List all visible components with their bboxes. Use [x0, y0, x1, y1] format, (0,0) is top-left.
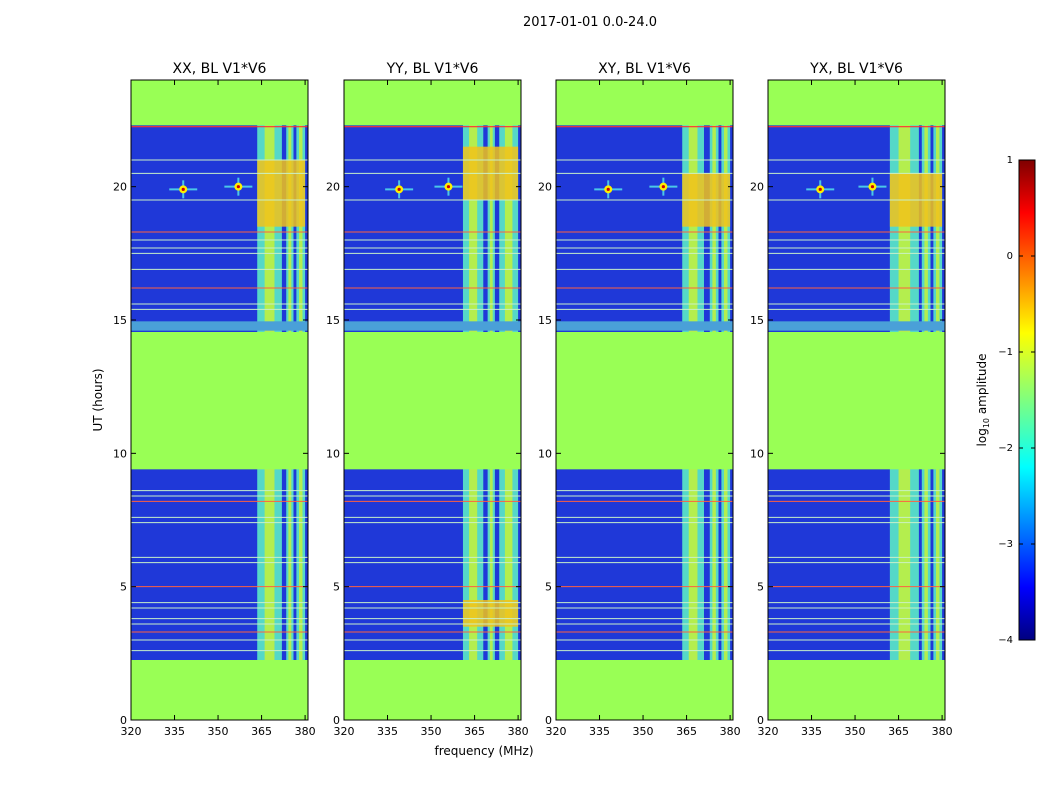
x-tick-label: 380: [720, 725, 741, 738]
x-tick-label: 365: [676, 725, 697, 738]
colorbar-ticks: 1 0 −1 −2 −3 −4: [998, 155, 1035, 646]
y-tick-label: 10: [750, 447, 764, 460]
y-tick-label: 15: [326, 314, 340, 327]
x-tick-label: 320: [546, 725, 567, 738]
panel-0: XX, BL V1*V6 320 335 350 365 380 0 5 10 15 20: [113, 61, 316, 738]
axes-frame: [130, 79, 309, 721]
y-tick-label: 5: [545, 581, 552, 594]
peak-region: [462, 600, 519, 627]
colorbar-gradient: [1018, 159, 1036, 641]
colorbar-tick-label: −4: [998, 635, 1013, 646]
colorbar-tick-label: −3: [998, 539, 1013, 550]
x-tick-label: 350: [421, 725, 442, 738]
masked-region: [768, 660, 945, 720]
y-tick-label: 20: [538, 181, 552, 194]
shared-xlabel: frequency (MHz): [434, 744, 533, 758]
masked-region: [131, 660, 308, 720]
panel-title: YX, BL V1*V6: [809, 61, 903, 77]
point-source-core: [870, 185, 875, 189]
colorbar-tick-label: 1: [1007, 155, 1013, 166]
masked-region: [556, 332, 733, 470]
y-tick-label: 5: [333, 581, 340, 594]
x-tick-label: 365: [251, 725, 272, 738]
x-tick-label: 320: [758, 725, 779, 738]
shared-ylabel: UT (hours): [91, 368, 105, 431]
x-tick-label: 335: [589, 725, 610, 738]
y-tick-label: 0: [545, 714, 552, 727]
x-tick-label: 350: [633, 725, 654, 738]
y-tick-label: 15: [750, 314, 764, 327]
x-tick-label: 365: [464, 725, 485, 738]
axes-frame: [555, 79, 734, 721]
y-tick-label: 0: [333, 714, 340, 727]
y-tick-label: 20: [113, 181, 127, 194]
x-tick-label: 380: [508, 725, 529, 738]
y-tick-label: 5: [120, 581, 127, 594]
y-tick-label: 10: [326, 447, 340, 460]
edge-band: [768, 321, 945, 331]
colorbar-tick-label: −1: [998, 347, 1013, 358]
point-source-core: [446, 185, 451, 189]
panel-1: YY, BL V1*V6 320 335 350 365 380 0 5 10 15 20: [326, 61, 529, 738]
y-tick-label: 20: [750, 181, 764, 194]
colorbar-label-main: log: [975, 428, 989, 446]
x-tick-label: 320: [121, 725, 142, 738]
figure-suptitle: 2017-01-01 0.0-24.0: [523, 15, 657, 30]
colorbar-tick-label: −2: [998, 443, 1013, 454]
panel-3: YX, BL V1*V6 320 335 350 365 380 0 5 10 15 20: [750, 61, 953, 738]
panel-title: XY, BL V1*V6: [598, 61, 691, 77]
y-tick-label: 10: [113, 447, 127, 460]
y-tick-label: 15: [538, 314, 552, 327]
x-tick-label: 335: [801, 725, 822, 738]
point-source-core: [661, 185, 665, 189]
x-tick-label: 365: [888, 725, 909, 738]
y-tick-label: 0: [757, 714, 764, 727]
x-tick-label: 380: [932, 725, 953, 738]
masked-region: [344, 80, 521, 126]
masked-region: [556, 660, 733, 720]
panel-title: YY, BL V1*V6: [386, 61, 479, 77]
point-source-core: [236, 185, 240, 189]
y-tick-label: 20: [326, 181, 340, 194]
colorbar: 10−1−2−3−4 log10 amplitude: [975, 155, 1036, 646]
x-tick-label: 350: [845, 725, 866, 738]
x-tick-label: 335: [164, 725, 185, 738]
point-source-core: [818, 187, 822, 191]
x-tick-label: 335: [377, 725, 398, 738]
masked-region: [131, 332, 308, 470]
edge-band: [344, 321, 521, 331]
edge-band: [556, 321, 733, 331]
colorbar-label: log10 amplitude: [975, 354, 991, 447]
y-tick-label: 10: [538, 447, 552, 460]
colorbar-tick-label: 0: [1007, 251, 1013, 262]
point-source-core: [606, 187, 610, 191]
masked-region: [344, 332, 521, 470]
masked-region: [768, 80, 945, 126]
panel-title: XX, BL V1*V6: [173, 61, 267, 77]
point-source-core: [181, 187, 185, 191]
masked-region: [131, 80, 308, 126]
axes-frame: [343, 79, 522, 721]
y-tick-label: 5: [757, 581, 764, 594]
x-tick-label: 350: [208, 725, 229, 738]
axes-frame: [767, 79, 946, 721]
masked-region: [556, 80, 733, 126]
x-tick-label: 380: [295, 725, 316, 738]
point-source-core: [397, 187, 401, 191]
colorbar-label-tail: amplitude: [975, 354, 989, 418]
x-tick-label: 320: [334, 725, 355, 738]
peak-region: [257, 160, 306, 227]
masked-region: [768, 332, 945, 470]
panel-2: XY, BL V1*V6 320 335 350 365 380 0 5 10 15 20: [538, 61, 741, 738]
y-tick-label: 0: [120, 714, 127, 727]
edge-band: [131, 321, 308, 331]
y-tick-label: 15: [113, 314, 127, 327]
masked-region: [344, 660, 521, 720]
colorbar-label-sub: 10: [982, 418, 991, 428]
